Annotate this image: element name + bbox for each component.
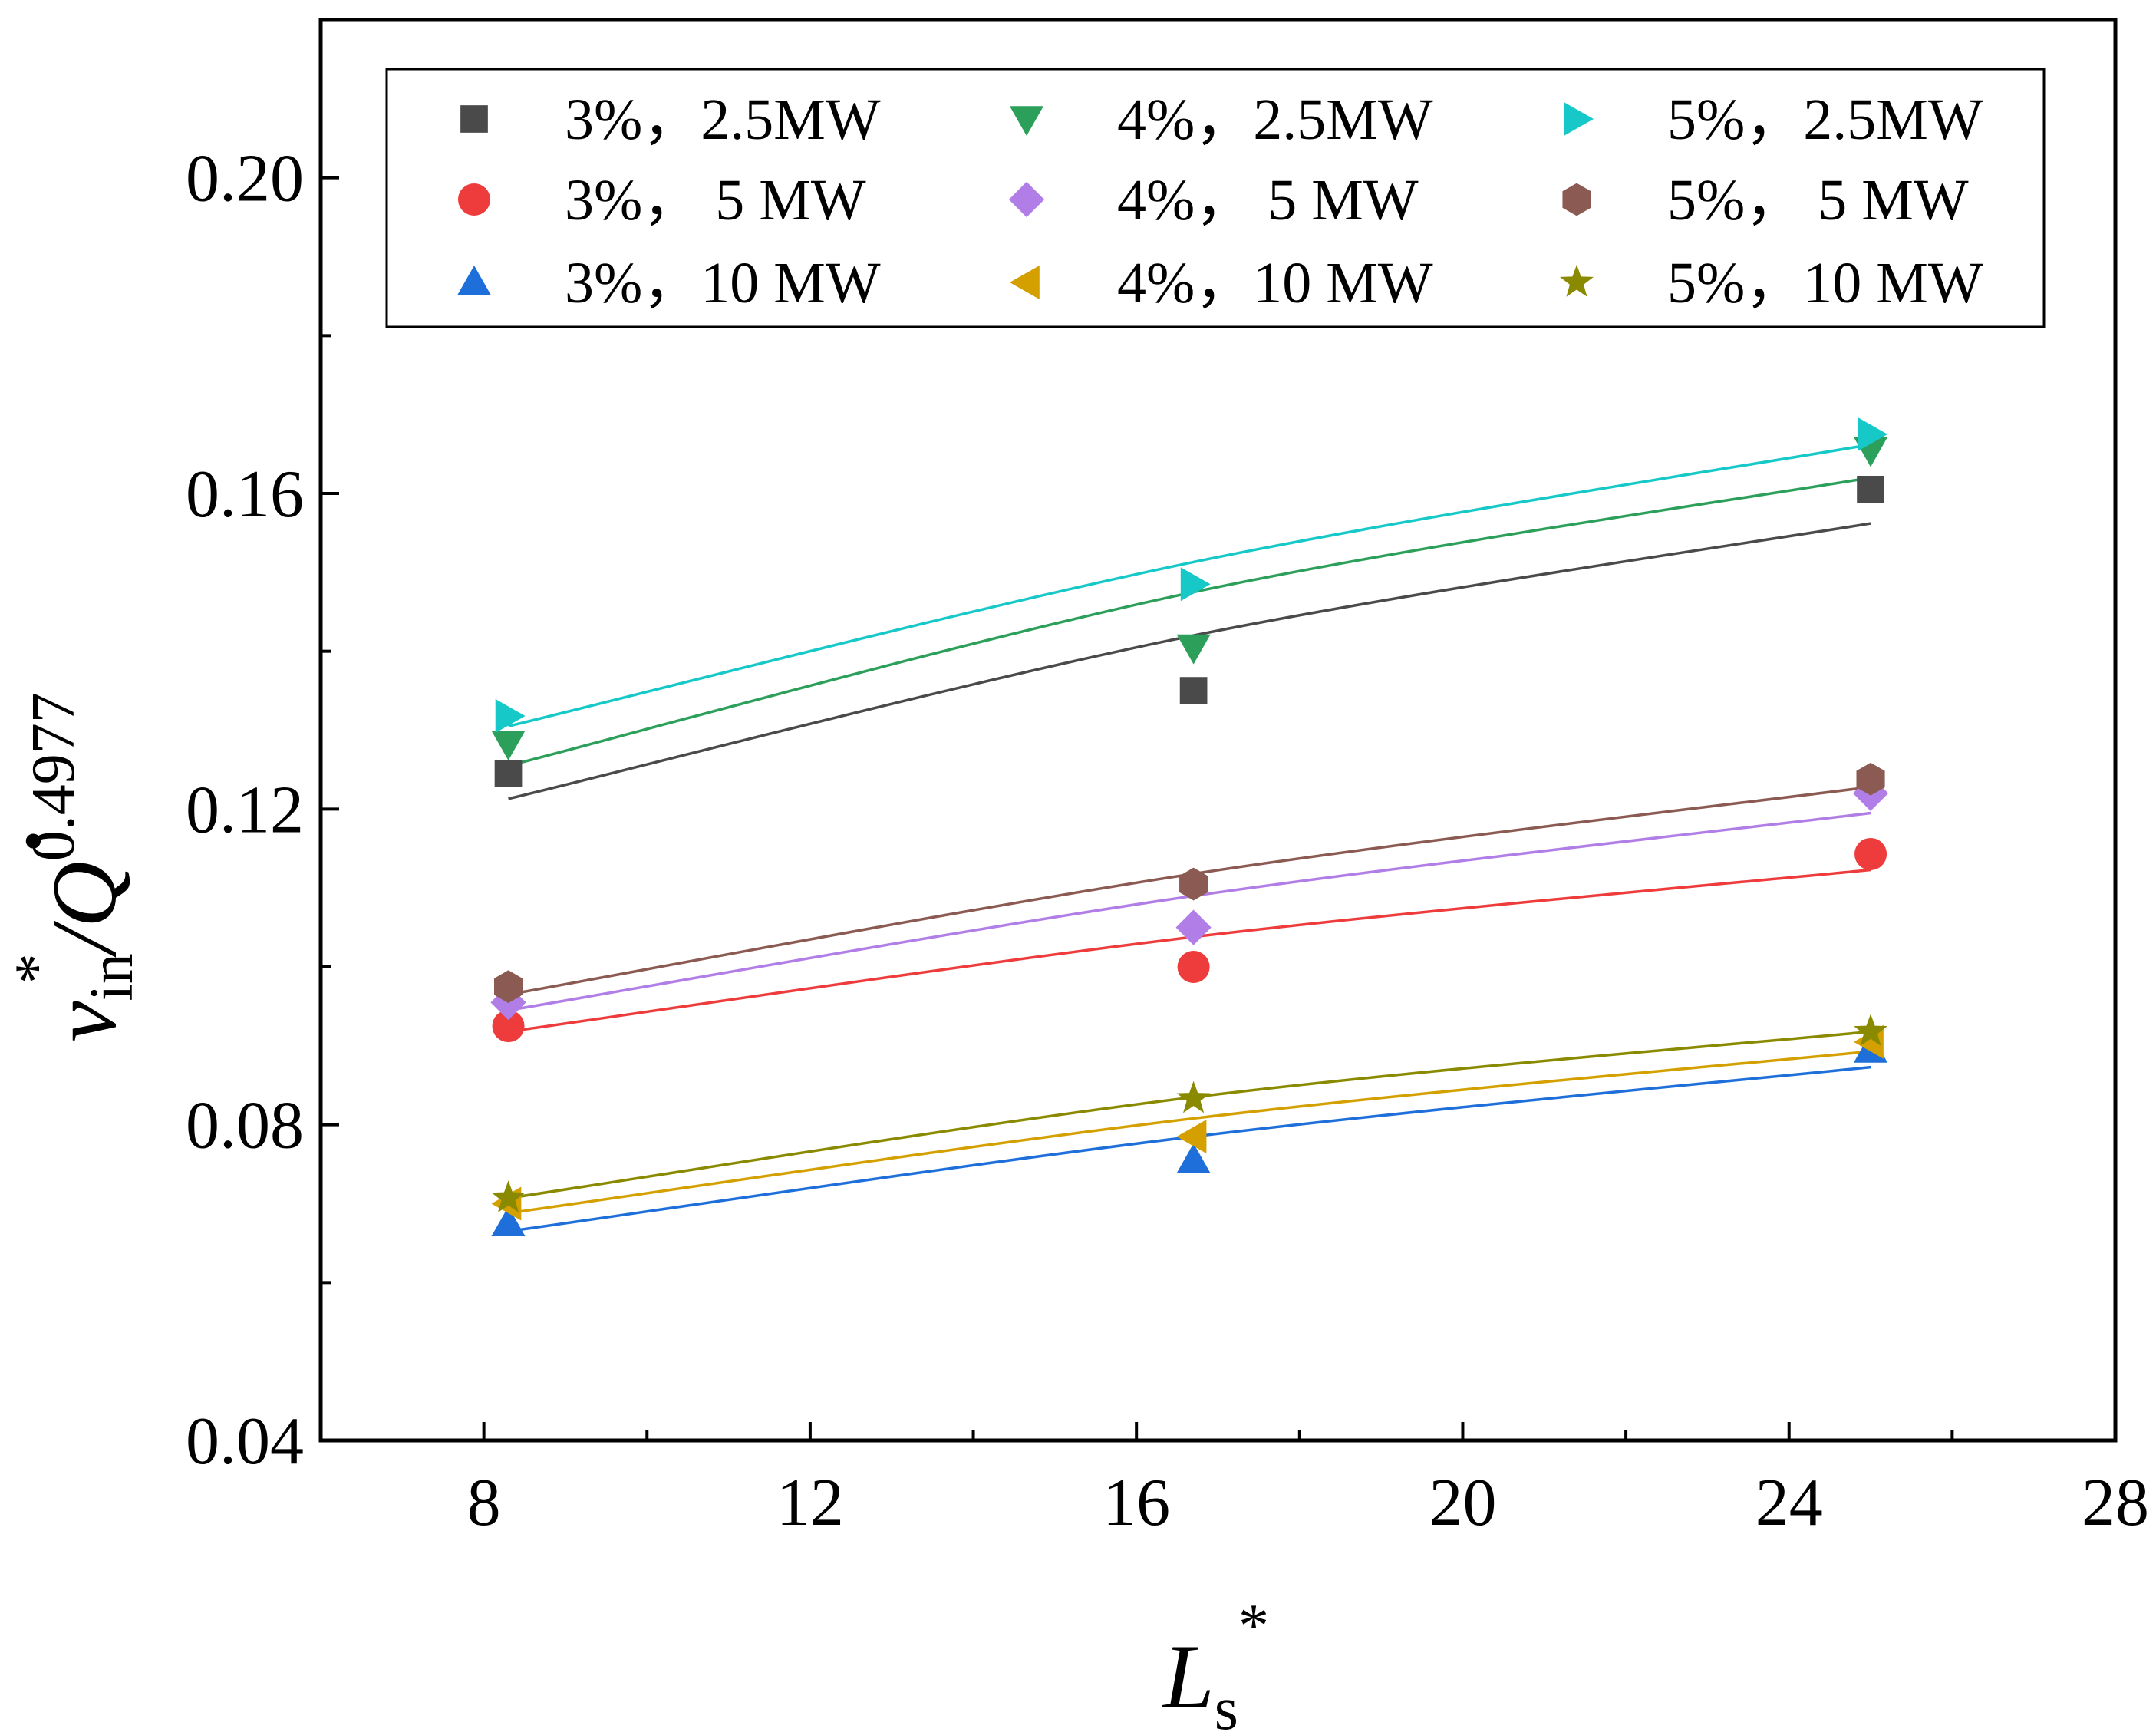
data-point — [1179, 867, 1208, 901]
y-axis-title-v-sup: * — [3, 953, 71, 984]
legend-item: 4%，2.5MW — [1009, 87, 1433, 152]
legend-box — [385, 68, 2046, 328]
y-tick-label: 0.04 — [186, 1404, 304, 1479]
data-point — [1176, 634, 1211, 665]
y-axis-title: vin*/Q0.4977 • — [0, 692, 146, 1042]
legend-marker — [1008, 181, 1045, 218]
legend-label: 5%，10 MW — [1667, 251, 1983, 315]
legend-label: 5%， 5 MW — [1667, 168, 1969, 233]
legend-item: 4%， 5 MW — [1008, 168, 1419, 233]
y-tick-label: 0.16 — [186, 457, 304, 532]
y-axis-title-q: Q — [33, 861, 135, 928]
data-point — [1176, 1080, 1211, 1113]
x-tick-label: 16 — [1103, 1466, 1170, 1540]
legend-item: 3%， 5 MW — [458, 168, 866, 233]
legend-label: 5%，2.5MW — [1667, 87, 1983, 152]
y-axis-title-q-exp: 0.4977 — [20, 692, 87, 861]
data-point — [1179, 677, 1208, 704]
legend-label: 3%，10 MW — [565, 251, 881, 315]
legend-label: 4%，10 MW — [1117, 251, 1433, 315]
legend-item: 5%，2.5MW — [1564, 87, 1983, 152]
x-tick-label: 28 — [2082, 1466, 2149, 1540]
x-axis-title-sup: * — [1238, 1592, 1269, 1660]
data-point — [491, 1180, 526, 1212]
data-point — [1854, 1014, 1888, 1047]
legend-item: 3%，2.5MW — [460, 87, 881, 152]
y-tick-label: 0.12 — [186, 773, 304, 847]
x-axis-title-main: L — [1162, 1625, 1215, 1727]
legend-marker — [458, 183, 490, 216]
legend-marker — [460, 105, 488, 133]
data-point — [1854, 837, 1887, 870]
x-axis-title: Ls* — [1162, 1592, 1269, 1732]
data-point — [1180, 567, 1211, 602]
legend-label: 4%，2.5MW — [1117, 87, 1433, 152]
fit-line — [508, 1050, 1871, 1215]
data-point — [495, 698, 526, 734]
x-tick-label: 24 — [1755, 1466, 1823, 1540]
svg-text:vin*/Q0.4977: vin*/Q0.4977 — [3, 692, 146, 1042]
x-tick-label: 20 — [1429, 1466, 1496, 1540]
legend-label: 4%， 5 MW — [1117, 168, 1419, 233]
data-point — [1857, 476, 1884, 503]
legend-label: 3%，2.5MW — [565, 87, 881, 152]
legend-item: 5%，10 MW — [1560, 251, 1983, 315]
axis-ticks: 8 12 16 20 24 28 0.04 0.08 0.12 0.16 0.20 — [186, 142, 2149, 1540]
data-point — [492, 1010, 525, 1043]
fit-line — [508, 443, 1871, 728]
legend-marker — [457, 265, 492, 295]
legend-marker — [1560, 264, 1594, 297]
y-axis-title-dot: • — [0, 830, 68, 852]
legend-marker — [1009, 265, 1040, 300]
legend-marker — [1562, 183, 1591, 216]
legend-item: 4%，10 MW — [1009, 251, 1433, 315]
data-point — [1175, 909, 1212, 945]
y-tick-label: 0.20 — [186, 142, 304, 216]
x-tick-label: 12 — [776, 1466, 844, 1540]
legend: 3%，2.5MW 3%， 5 MW 3%，10 MW 4%，2.5MW 4%， 5 MW… — [385, 68, 2046, 328]
x-tick-label: 8 — [467, 1466, 501, 1540]
data-point — [491, 731, 526, 761]
data-point — [1856, 762, 1885, 796]
data-point — [1176, 1120, 1207, 1154]
legend-marker — [1009, 106, 1044, 137]
data-point — [493, 970, 523, 1004]
y-axis-title-v-sub: in — [78, 953, 146, 1001]
y-tick-label: 0.08 — [186, 1089, 304, 1163]
data-point — [494, 760, 523, 787]
legend-item: 5%， 5 MW — [1562, 168, 1969, 233]
legend-marker — [1564, 101, 1594, 137]
y-axis-title-v: v — [33, 1001, 135, 1042]
plot-frame — [318, 18, 2118, 1443]
legend-label: 3%， 5 MW — [565, 168, 866, 233]
data-point — [1858, 417, 1888, 451]
data-point — [1176, 1143, 1211, 1173]
data-point — [491, 1206, 526, 1237]
data-point — [1177, 951, 1210, 983]
legend-item: 3%，10 MW — [457, 251, 881, 315]
x-axis-title-sub: s — [1215, 1675, 1238, 1732]
data-markers — [490, 417, 1889, 1237]
